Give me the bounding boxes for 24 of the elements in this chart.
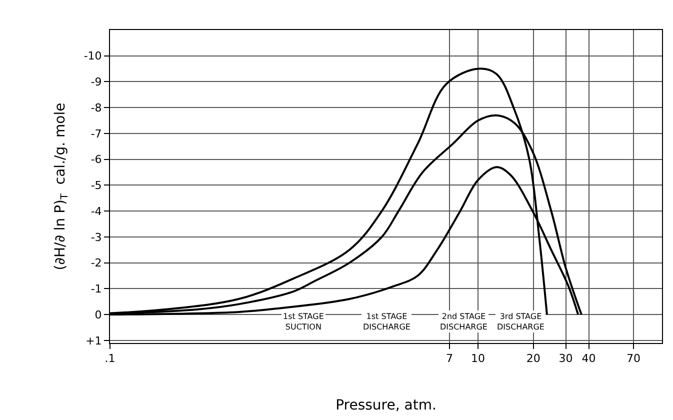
annotation: 1st STAGE DISCHARGE bbox=[363, 312, 410, 332]
y-tick-label: +1 bbox=[86, 334, 102, 348]
y-tick-label: -9 bbox=[90, 76, 102, 89]
x-tick-label: 7 bbox=[446, 352, 453, 366]
x-tick-label: 30 bbox=[558, 352, 573, 366]
x-tick-label: 70 bbox=[626, 352, 640, 366]
y-tick-label: 0 bbox=[94, 308, 102, 322]
x-tick-label: .1 bbox=[104, 352, 116, 366]
annotation: 1st STAGE SUCTION bbox=[283, 312, 324, 332]
x-tick-label: 40 bbox=[582, 352, 596, 366]
x-tick-label: 20 bbox=[526, 352, 540, 366]
y-tick-label: -3 bbox=[90, 230, 102, 244]
y-tick-label: -8 bbox=[90, 101, 102, 114]
y-tick-label: -6 bbox=[90, 153, 102, 166]
annotation: 3rd STAGE DISCHARGE bbox=[497, 312, 544, 332]
y-tick-label: -10 bbox=[84, 50, 102, 63]
y-tick-label: -4 bbox=[90, 204, 102, 218]
x-axis-title: Pressure, atm. bbox=[336, 398, 436, 414]
y-tick-label: -7 bbox=[90, 127, 102, 140]
y-tick-label: -2 bbox=[90, 256, 102, 270]
annotation: 2nd STAGE DISCHARGE bbox=[440, 312, 488, 332]
x-tick-label: 10 bbox=[471, 352, 485, 366]
y-tick-label: -5 bbox=[90, 179, 102, 192]
y-tick-label: -1 bbox=[90, 282, 102, 296]
